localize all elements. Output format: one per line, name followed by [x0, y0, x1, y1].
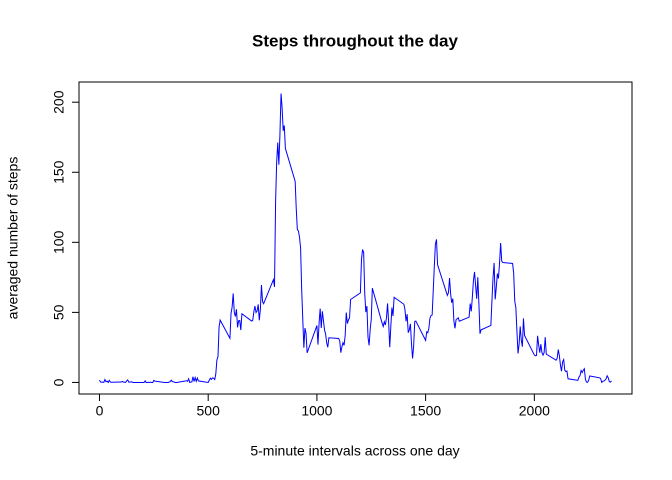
x-tick-label: 2000 [519, 403, 550, 419]
chart-title: Steps throughout the day [252, 31, 458, 50]
y-tick-label: 100 [51, 230, 67, 254]
plot-frame [78, 81, 633, 395]
x-tick-label: 0 [96, 403, 104, 419]
x-tick-label: 500 [197, 403, 221, 419]
y-axis-label: averaged number of steps [5, 157, 21, 320]
y-tick-label: 0 [51, 378, 67, 386]
data-line [99, 93, 612, 384]
x-tick-label: 1500 [410, 403, 441, 419]
x-axis-label: 5-minute intervals across one day [250, 443, 459, 459]
x-tick-label: 1000 [301, 403, 332, 419]
y-tick-label: 50 [51, 304, 67, 320]
y-tick-label: 200 [51, 90, 67, 114]
y-tick-label: 150 [51, 160, 67, 184]
